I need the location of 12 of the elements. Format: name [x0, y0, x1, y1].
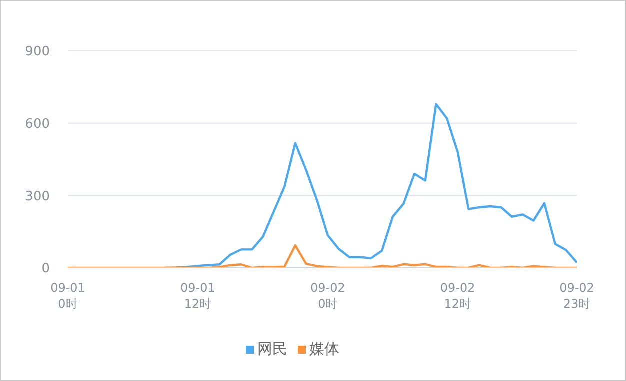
- y-tick-label: 0: [42, 262, 50, 277]
- x-tick-label: 09-01 12时: [180, 281, 216, 311]
- y-tick-label: 600: [25, 116, 50, 132]
- legend-label: 网民: [258, 340, 288, 358]
- x-tick-label: 09-02 23时: [560, 281, 594, 311]
- legend-label: 媒体: [310, 340, 340, 358]
- x-tick-label: 09-02 12时: [440, 281, 476, 311]
- x-tick-label: 09-02 0时: [310, 281, 346, 311]
- x-tick-label: 09-01 0时: [50, 281, 86, 311]
- y-tick-label: 900: [25, 44, 50, 60]
- line-series: [68, 244, 577, 268]
- y-tick-label: 300: [25, 189, 50, 204]
